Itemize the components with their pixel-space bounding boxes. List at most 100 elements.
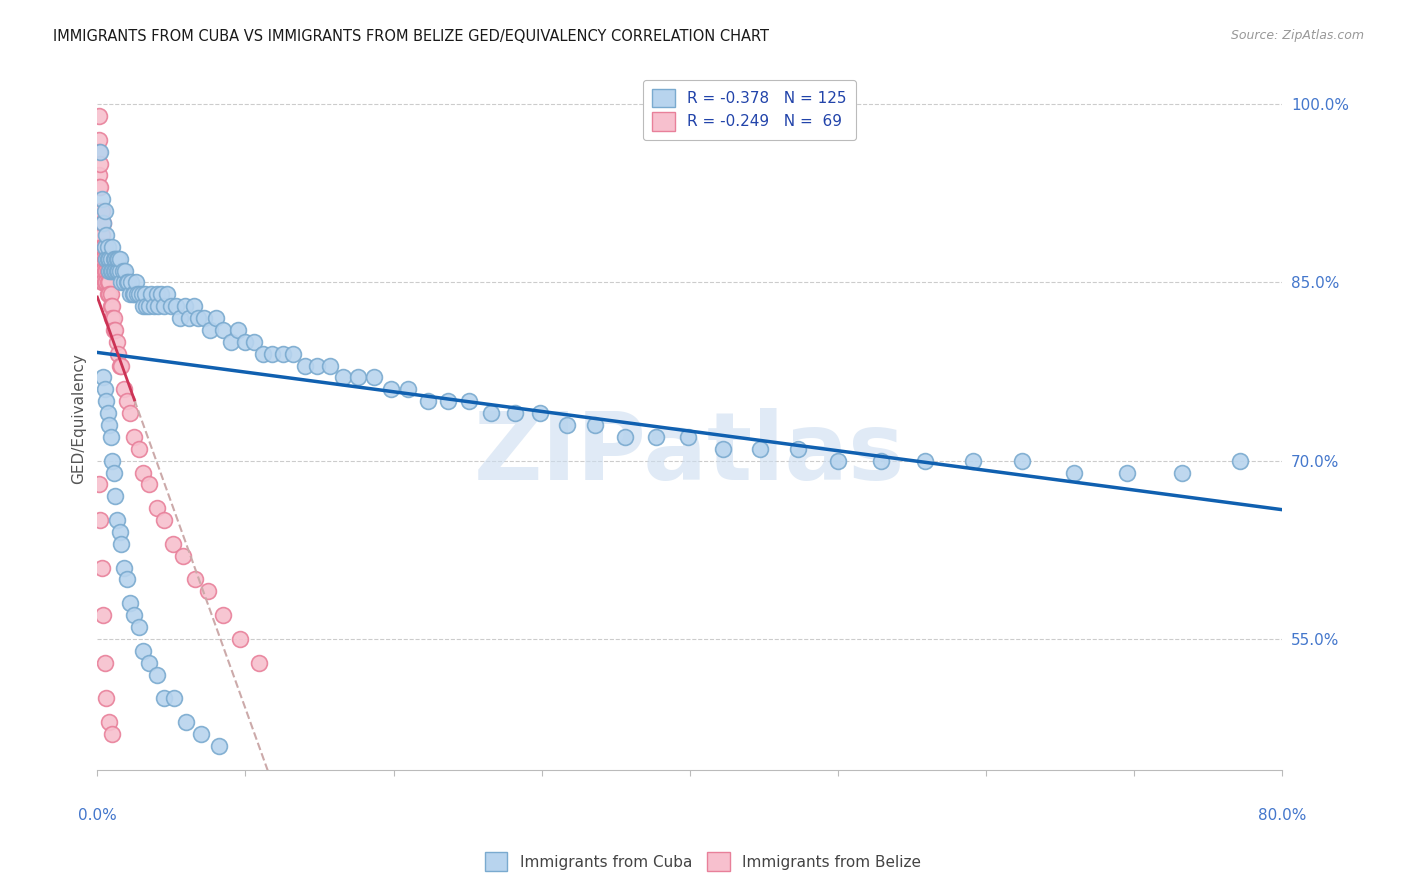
Point <box>458 394 481 409</box>
Point <box>107 263 129 277</box>
Point <box>111 263 134 277</box>
Point <box>139 287 162 301</box>
Legend: Immigrants from Cuba, Immigrants from Belize: Immigrants from Cuba, Immigrants from Be… <box>478 847 928 877</box>
Point <box>87 169 110 183</box>
Point <box>120 276 142 290</box>
Point <box>156 287 179 301</box>
Text: IMMIGRANTS FROM CUBA VS IMMIGRANTS FROM BELIZE GED/EQUIVALENCY CORRELATION CHART: IMMIGRANTS FROM CUBA VS IMMIGRANTS FROM … <box>53 29 769 45</box>
Point <box>87 180 110 194</box>
Point <box>97 406 120 420</box>
Point <box>870 453 893 467</box>
Point <box>219 334 242 349</box>
Point <box>94 252 117 266</box>
Point <box>94 382 117 396</box>
Point <box>212 608 235 623</box>
Point <box>104 489 127 503</box>
Point <box>914 453 936 467</box>
Point <box>294 359 316 373</box>
Point <box>644 430 666 444</box>
Point <box>271 347 294 361</box>
Point <box>105 252 128 266</box>
Point <box>153 691 176 706</box>
Point <box>101 240 124 254</box>
Point <box>89 204 111 219</box>
Point <box>748 442 770 456</box>
Point <box>103 311 125 326</box>
Point <box>100 430 122 444</box>
Point <box>96 263 118 277</box>
Point <box>96 252 118 266</box>
Point <box>96 276 118 290</box>
Point <box>101 727 124 741</box>
Point <box>114 263 136 277</box>
Point <box>89 145 111 159</box>
Legend: R = -0.378   N = 125, R = -0.249   N =  69: R = -0.378 N = 125, R = -0.249 N = 69 <box>643 79 856 140</box>
Point <box>787 442 810 456</box>
Point <box>98 263 121 277</box>
Point <box>305 359 328 373</box>
Point <box>613 430 636 444</box>
Point <box>98 714 121 729</box>
Point <box>678 430 700 444</box>
Text: Source: ZipAtlas.com: Source: ZipAtlas.com <box>1230 29 1364 43</box>
Point <box>145 287 167 301</box>
Point <box>226 323 249 337</box>
Point <box>118 596 141 610</box>
Point <box>91 216 114 230</box>
Point <box>187 311 209 326</box>
Point <box>1063 466 1085 480</box>
Point <box>89 240 111 254</box>
Point <box>103 263 125 277</box>
Point <box>108 263 131 277</box>
Point <box>160 299 183 313</box>
Point <box>398 382 420 396</box>
Point <box>104 263 127 277</box>
Point <box>1171 466 1194 480</box>
Point <box>179 311 201 326</box>
Point <box>132 466 155 480</box>
Point <box>100 263 122 277</box>
Point <box>1011 453 1033 467</box>
Point <box>94 656 117 670</box>
Point <box>101 299 124 313</box>
Point <box>183 299 205 313</box>
Point <box>262 347 284 361</box>
Point <box>172 549 194 563</box>
Point <box>163 691 186 706</box>
Point <box>98 287 121 301</box>
Point <box>97 252 120 266</box>
Point <box>108 252 131 266</box>
Point <box>90 276 112 290</box>
Point <box>128 287 150 301</box>
Point <box>134 287 156 301</box>
Point <box>198 323 221 337</box>
Point <box>90 263 112 277</box>
Point <box>252 347 274 361</box>
Point <box>153 513 176 527</box>
Point <box>115 573 138 587</box>
Point <box>87 133 110 147</box>
Point <box>583 417 606 432</box>
Point <box>97 263 120 277</box>
Point <box>94 204 117 219</box>
Point <box>101 311 124 326</box>
Point <box>87 109 110 123</box>
Point <box>98 417 121 432</box>
Point <box>125 276 148 290</box>
Point <box>94 240 117 254</box>
Point <box>118 406 141 420</box>
Point <box>827 453 849 467</box>
Y-axis label: GED/Equivalency: GED/Equivalency <box>72 353 86 484</box>
Text: 80.0%: 80.0% <box>1258 808 1306 823</box>
Point <box>98 276 121 290</box>
Point <box>91 263 114 277</box>
Point <box>90 560 112 574</box>
Point <box>138 477 160 491</box>
Point <box>169 311 191 326</box>
Point <box>153 299 176 313</box>
Point <box>247 656 270 670</box>
Point <box>1229 453 1251 467</box>
Point <box>103 466 125 480</box>
Point <box>173 299 195 313</box>
Point <box>90 204 112 219</box>
